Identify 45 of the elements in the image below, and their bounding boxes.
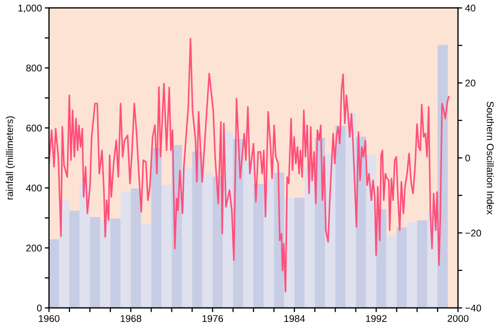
bar [417,220,428,308]
x-tick-label: 1984 [284,315,305,322]
bar [80,184,90,308]
bar [69,210,80,308]
bar [151,148,162,308]
line-series [49,38,450,293]
bar [182,168,192,308]
y-axis-title: rainfall (millimeters) [6,116,15,200]
x-tick-label: 1992 [366,315,387,322]
bar [304,166,315,308]
bar [192,152,202,308]
bar [202,172,213,308]
y-tick-label: 800 [26,64,42,72]
y-tick-label: 400 [26,184,42,192]
bar [254,184,264,308]
bar [120,192,131,308]
y2-tick-label: 20 [465,80,476,87]
bar [141,224,152,308]
bar [386,235,397,308]
bar [335,126,346,308]
x-tick-label: 1960 [38,315,60,322]
y2-tick-label: −40 [465,304,482,312]
y2-tick-label: 40 [465,4,476,12]
bar [59,200,70,308]
bar [100,220,110,308]
y-tick-label: 600 [26,124,42,132]
x-tick-label: 1968 [120,315,142,322]
bar [110,218,121,308]
bar [49,239,60,308]
bar [396,227,407,308]
y-tick-label: 0 [37,304,42,312]
y-tick-label: 200 [26,244,42,252]
bar [264,180,274,308]
bar [406,222,418,308]
x-tick-label: 2000 [448,315,468,322]
bar [243,160,254,308]
y2-tick-label: −20 [465,230,482,237]
x-tick-label: 1976 [202,315,223,322]
bar [294,198,305,308]
bar [161,184,172,308]
y2-axis-title: Southern Oscillation Index [486,102,494,215]
y-tick-label: 1,000 [18,4,42,13]
bar [130,188,142,308]
bar [90,217,100,308]
y2-tick-label: 0 [465,154,470,162]
